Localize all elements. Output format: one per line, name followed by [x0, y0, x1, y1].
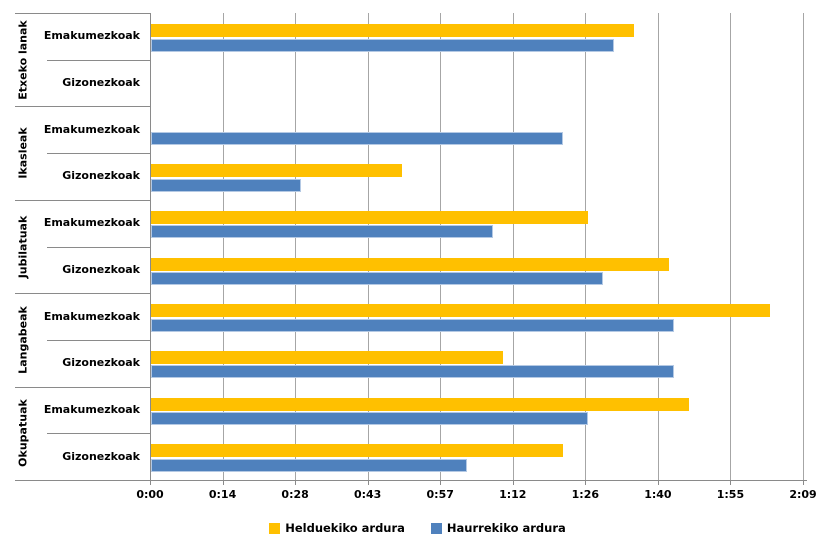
bar-haurrekiko [151, 178, 302, 192]
gridline [803, 13, 804, 480]
bar-helduekiko [151, 257, 669, 271]
x-axis-tick-label: 0:14 [208, 488, 237, 501]
x-axis-tick-label: 1:12 [499, 488, 527, 501]
legend-swatch-haurrekiko-icon [430, 522, 442, 534]
group-divider [15, 199, 150, 201]
x-axis-tick-label: 2:09 [789, 488, 817, 501]
gridline [367, 13, 369, 480]
row-label: Emakumezkoak [43, 122, 140, 136]
x-axis-tick-label: 1:26 [571, 488, 600, 501]
x-axis-tick-label: 0:00 [136, 488, 164, 501]
x-axis-tick [657, 480, 659, 485]
x-axis-tick-label: 1:40 [644, 488, 672, 501]
bar-helduekiko [151, 164, 402, 178]
gridline [730, 13, 732, 480]
bar-haurrekiko [151, 458, 468, 472]
group-label: Etxeko lanak [17, 19, 31, 100]
subcategory-divider [47, 339, 150, 341]
row-label: Emakumezkoak [43, 216, 140, 230]
gridline [440, 13, 442, 480]
group-divider [15, 386, 150, 388]
y-axis-line [150, 13, 151, 480]
row-label: Gizonezkoak [62, 262, 140, 276]
subcategory-divider [47, 433, 150, 435]
subcategory-divider [47, 59, 150, 61]
bar-helduekiko [151, 350, 503, 364]
x-axis-line [15, 480, 807, 481]
group-label: Okupatuak [17, 399, 31, 468]
gridline [222, 13, 224, 480]
gridline [657, 13, 659, 480]
bar-haurrekiko [151, 272, 604, 285]
bar-helduekiko [151, 24, 634, 37]
x-axis-tick [803, 480, 804, 485]
subcategory-divider [47, 246, 150, 248]
legend-label-haurrekiko: Haurrekiko ardura [446, 521, 566, 535]
legend-item-helduekiko: Helduekiko ardura [269, 521, 405, 535]
row-label: Gizonezkoak [62, 76, 140, 90]
gridline [585, 13, 587, 480]
x-axis-tick-label: 0:43 [353, 488, 382, 501]
bar-haurrekiko [151, 225, 493, 239]
gridline [512, 13, 514, 480]
row-label: Emakumezkoak [43, 309, 140, 323]
legend-label-helduekiko: Helduekiko ardura [285, 521, 405, 535]
x-axis-tick-label: 0:57 [426, 488, 454, 501]
bar-haurrekiko [151, 412, 589, 426]
row-label: Emakumezkoak [43, 29, 140, 43]
bar-haurrekiko [151, 131, 564, 145]
row-label: Gizonezkoak [62, 169, 140, 183]
x-axis-tick [367, 480, 369, 485]
category-border [15, 13, 150, 14]
legend-swatch-helduekiko-icon [269, 522, 281, 534]
legend-item-haurrekiko: Haurrekiko ardura [430, 521, 566, 535]
row-label: Emakumezkoak [43, 402, 140, 416]
x-axis-tick [512, 480, 514, 485]
group-divider [15, 293, 150, 295]
bar-helduekiko [151, 210, 589, 224]
bar-haurrekiko [151, 38, 614, 52]
group-label: Jubilatuak [17, 215, 31, 278]
row-label: Gizonezkoak [62, 356, 140, 370]
x-axis-tick-label: 0:28 [281, 488, 309, 501]
group-divider [15, 106, 150, 108]
x-axis-tick [440, 480, 442, 485]
x-axis-tick [295, 480, 297, 485]
gridline [295, 13, 297, 480]
bar-helduekiko [151, 444, 564, 458]
bar-haurrekiko [151, 318, 674, 332]
legend: Helduekiko ardura Haurrekiko ardura [0, 521, 835, 535]
bar-helduekiko [151, 304, 770, 318]
group-label: Langabeak [17, 306, 31, 374]
x-axis-tick [585, 480, 587, 485]
x-axis-tick [150, 480, 151, 485]
x-axis-tick [222, 480, 224, 485]
x-axis-tick [730, 480, 732, 485]
bar-haurrekiko [151, 365, 674, 379]
row-label: Gizonezkoak [62, 449, 140, 463]
x-axis-tick-label: 1:55 [716, 488, 745, 501]
bar-helduekiko [151, 397, 690, 411]
group-label: Ikasleak [17, 127, 31, 179]
subcategory-divider [47, 153, 150, 155]
